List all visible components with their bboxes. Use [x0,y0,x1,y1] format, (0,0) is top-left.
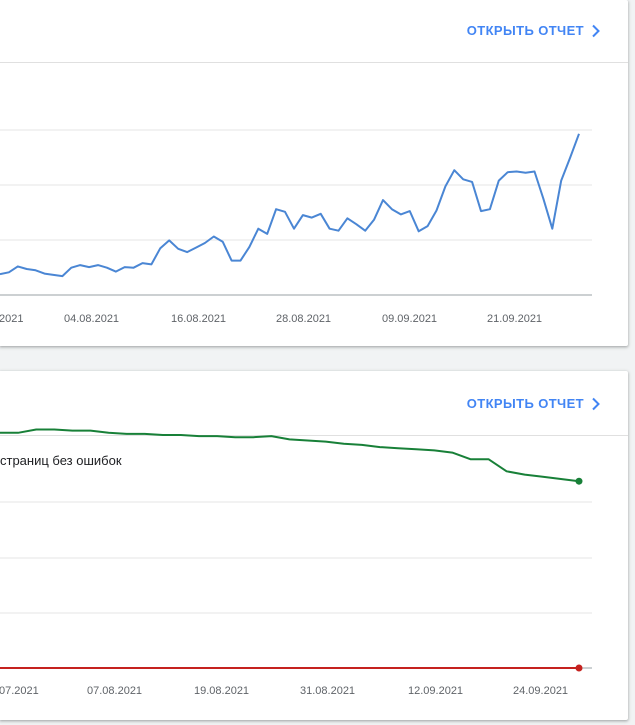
series-line [0,133,580,278]
x-tick-label: 12.09.2021 [408,685,463,697]
x-tick-label: 28.08.2021 [276,313,331,325]
x-tick-label: 31.08.2021 [300,685,355,697]
series-end-marker-good [575,477,583,485]
x-tick-label: 16.08.2021 [171,313,226,325]
x-tick-label: 2021 [0,313,23,325]
x-tick-labels: 07.2021 07.08.2021 19.08.2021 31.08.2021… [0,685,568,697]
page-experience-card: ОТКРЫТЬ ОТЧЕТ страниц без ошибок 07.2021… [0,371,628,720]
x-tick-label: 07.2021 [0,685,39,697]
open-report-button[interactable]: ОТКРЫТЬ ОТЧЕТ [467,23,602,38]
open-report-button[interactable]: ОТКРЫТЬ ОТЧЕТ [467,396,602,411]
x-tick-labels: 2021 04.08.2021 16.08.2021 28.08.2021 09… [0,313,542,325]
x-tick-label: 24.09.2021 [513,685,568,697]
x-tick-label: 19.08.2021 [194,685,249,697]
open-report-label: ОТКРЫТЬ ОТЧЕТ [466,23,584,38]
index-coverage-card: ОТКРЫТЬ ОТЧЕТ 2021 04.08.2021 16.08.2021… [0,0,628,346]
x-tick-label: 21.09.2021 [487,313,542,325]
x-tick-label: 04.08.2021 [64,313,119,325]
series-line-good [0,428,580,483]
chart-gridlines [0,129,592,296]
performance-line-chart: 2021 04.08.2021 16.08.2021 28.08.2021 09… [0,129,592,325]
card-header: ОТКРЫТЬ ОТЧЕТ [0,0,628,63]
chart-legend-label: страниц без ошибок [0,453,122,468]
chart-gridlines [0,501,592,669]
card-header: ОТКРЫТЬ ОТЧЕТ [0,371,628,436]
chevron-right-icon [592,397,600,410]
x-tick-label: 07.08.2021 [87,685,142,697]
series-end-marker-errors [575,664,583,672]
x-tick-label: 09.09.2021 [382,313,437,325]
chevron-right-icon [592,24,600,37]
open-report-label: ОТКРЫТЬ ОТЧЕТ [466,396,584,411]
status-line-chart: 07.2021 07.08.2021 19.08.2021 31.08.2021… [0,428,592,697]
